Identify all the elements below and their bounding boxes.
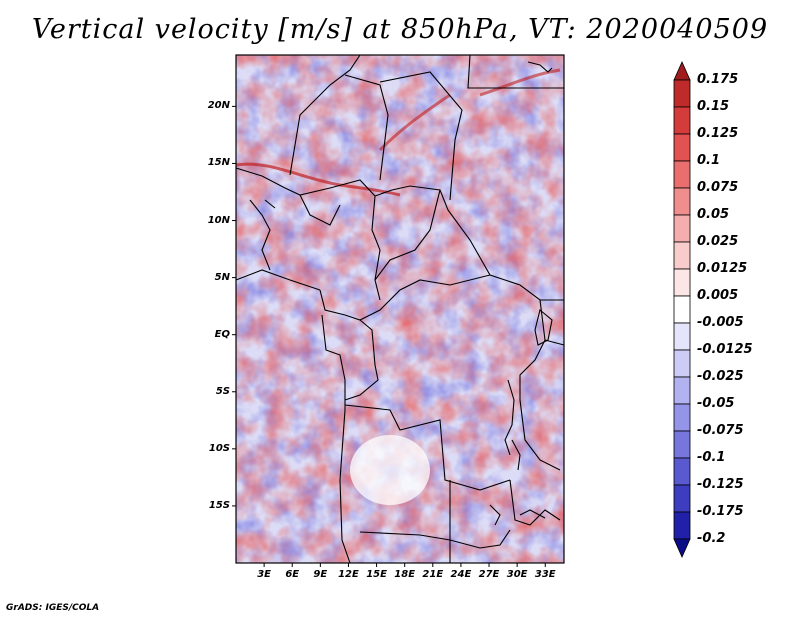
lon-tick-label: 24E [450,569,472,580]
colorbar-label: 0.005 [697,288,739,303]
colorbar-swatch [673,322,691,351]
colorbar-swatch [673,241,691,270]
colorbar-swatch [673,430,691,459]
lat-tick-label: 5S [215,385,230,397]
lon-tick-label: 30E [506,569,528,580]
lat-tick-label: 5N [214,271,230,283]
lon-tick-label: 6E [285,569,300,580]
colorbar-swatch [673,349,691,378]
lon-tick-label: 33E [534,569,556,580]
colorbar-swatch [673,268,691,297]
country-borders [235,54,565,564]
lon-tick-label: 15E [366,569,387,580]
colorbar-swatch [673,187,691,216]
colorbar-bottom-triangle [673,538,691,558]
colorbar-label: 0.125 [697,126,739,141]
colorbar-swatch [673,484,691,513]
colorbar-swatch [673,214,691,243]
colorbar-label: -0.125 [697,477,744,492]
colorbar-label: -0.175 [697,504,744,519]
colorbar-swatch [673,511,691,540]
colorbar-top-triangle [673,61,691,81]
colorbar-swatch [673,376,691,405]
colorbar-label: -0.025 [697,369,744,384]
colorbar-label: 0.025 [697,234,739,249]
colorbar-swatch [673,106,691,135]
lon-tick-label: 27E [478,569,500,580]
colorbar-label: 0.175 [697,72,739,87]
lon-tick-label: 3E [257,569,272,580]
colorbar-label: -0.1 [697,450,726,465]
lon-tick-label: 18E [394,569,416,580]
lat-tick-label: 20N [207,100,230,112]
colorbar-swatch [673,79,691,108]
colorbar-swatch [673,295,691,324]
colorbar-swatch [673,160,691,189]
colorbar-label: 0.15 [697,99,730,114]
colorbar-label: -0.05 [697,396,735,411]
lat-tick-label: 15S [208,499,230,511]
colorbar-label: -0.0125 [697,342,753,357]
colorbar-swatch [673,133,691,162]
colorbar-label: -0.075 [697,423,744,438]
colorbar-swatch [673,457,691,486]
lat-tick-label: 15N [207,157,230,169]
vertical-velocity-field [236,55,564,563]
lon-tick-label: 21E [422,569,444,580]
colorbar-label: 0.0125 [697,261,748,276]
colorbar-label: 0.075 [697,180,739,195]
map-frame [235,54,565,564]
colorbar-swatch [673,403,691,432]
lat-tick-label: EQ [214,328,230,340]
colorbar [673,61,691,558]
colorbar-label: -0.2 [697,531,726,546]
lakes [489,309,553,526]
lon-tick-label: 12E [338,569,359,580]
chart-title: Vertical velocity [m/s] at 850hPa, VT: 2… [31,14,769,45]
colorbar-label: 0.05 [697,207,730,222]
colorbar-label: -0.005 [697,315,744,330]
lon-tick-label: 9E [313,569,328,580]
lat-tick-label: 10N [207,214,230,226]
footer-credit: GrADS: IGES/COLA [6,603,100,613]
colorbar-label: 0.1 [697,153,721,168]
lat-tick-label: 10S [208,442,230,454]
